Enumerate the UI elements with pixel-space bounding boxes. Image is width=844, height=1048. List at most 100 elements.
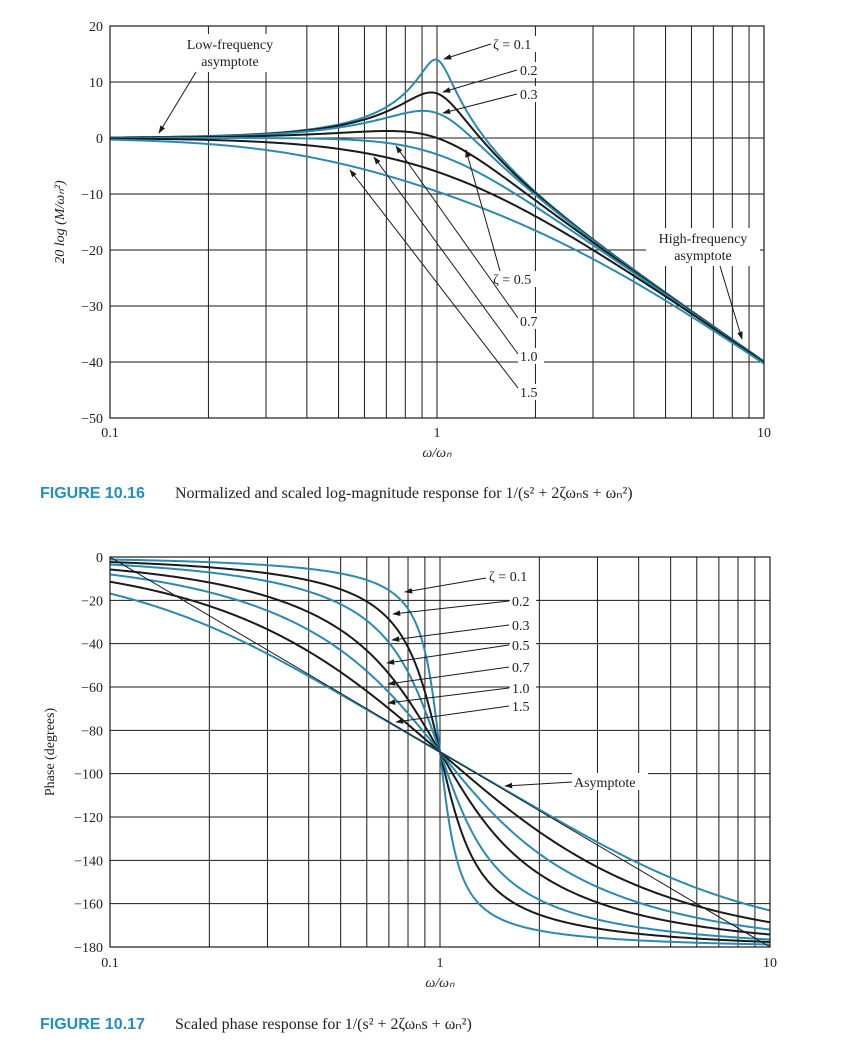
p-label-bg-01 bbox=[487, 568, 537, 584]
magnitude-leader-zeta-1.0 bbox=[373, 156, 519, 355]
magnitude-grid bbox=[109, 25, 765, 419]
figure-10-16-label: FIGURE 10.16 bbox=[40, 485, 145, 502]
phase-asymptote-label-bg bbox=[572, 773, 648, 790]
m-label-bg-01 bbox=[492, 36, 544, 52]
phase-series-label-zeta-0.1: ζ = 0.1 bbox=[489, 570, 527, 585]
y-tick-label: 20 bbox=[89, 20, 103, 35]
y-tick-label: 10 bbox=[89, 76, 103, 91]
magnitude-curves bbox=[109, 58, 765, 365]
phase-plot-frame bbox=[109, 556, 771, 948]
magnitude-leader-zeta-0.5 bbox=[465, 149, 501, 272]
p-label-bg-15 bbox=[510, 698, 536, 714]
magnitude-curve-zeta-0.7 bbox=[110, 136, 765, 363]
high-asymptote-label-line1: High-frequency bbox=[659, 232, 748, 247]
phase-x-axis-label: ω/ωₙ bbox=[425, 976, 455, 991]
p-label-bg-07 bbox=[510, 659, 536, 675]
y-tick-label: −30 bbox=[81, 300, 103, 315]
m-label-bg-03 bbox=[518, 86, 544, 102]
high-asymptote-leader bbox=[719, 265, 743, 340]
x-tick-label: 1 bbox=[437, 956, 444, 971]
magnitude-series-label-zeta-1.0: 1.0 bbox=[520, 350, 538, 365]
y-tick-label: −140 bbox=[74, 854, 103, 869]
phase-series-label-zeta-0.2: 0.2 bbox=[512, 595, 530, 610]
y-tick-label: −40 bbox=[81, 638, 103, 653]
y-tick-label: −20 bbox=[81, 594, 103, 609]
x-tick-label: 10 bbox=[757, 426, 771, 441]
figure-10-16-caption: Normalized and scaled log-magnitude resp… bbox=[175, 485, 633, 502]
phase-leader-zeta-0.1 bbox=[404, 577, 487, 594]
phase-chart: 0 −20 −40 −60 −80 −100 −120 −140 −160 −180 0.1 1 10… bbox=[40, 551, 777, 1033]
phase-curves bbox=[109, 556, 771, 948]
magnitude-leader-zeta-1.5 bbox=[349, 169, 519, 389]
magnitude-y-ticks: 20 10 0 −10 −20 −30 −40 −50 bbox=[81, 20, 103, 427]
magnitude-plot-frame bbox=[109, 25, 765, 419]
magnitude-series-label-zeta-0.2: 0.2 bbox=[520, 64, 538, 79]
magnitude-y-axis-label: 20 log (M/ωₙ²) bbox=[53, 180, 68, 264]
y-tick-label: −50 bbox=[81, 412, 103, 427]
magnitude-series-label-zeta-1.5: 1.5 bbox=[520, 386, 538, 401]
phase-leader-zeta-0.5 bbox=[386, 644, 510, 665]
phase-asymptote-line bbox=[109, 556, 771, 948]
p-label-bg-02 bbox=[510, 593, 536, 609]
x-tick-label: 0.1 bbox=[101, 956, 119, 971]
p-label-bg-10 bbox=[510, 680, 536, 696]
low-asymptote-label-bg bbox=[174, 34, 286, 72]
y-tick-label: −80 bbox=[81, 724, 103, 739]
x-tick-label: 1 bbox=[434, 426, 441, 441]
phase-x-ticks: 0.1 1 10 bbox=[101, 956, 777, 971]
phase-leader-zeta-1.5 bbox=[395, 705, 510, 724]
p-label-bg-03 bbox=[510, 617, 536, 633]
phase-leader-zeta-0.3 bbox=[391, 624, 510, 642]
y-tick-label: −180 bbox=[74, 941, 103, 956]
high-asymptote-label-line2: asymptote bbox=[674, 249, 732, 264]
magnitude-curve-zeta-1.5 bbox=[109, 138, 765, 365]
phase-leader-zeta-0.7 bbox=[387, 666, 510, 686]
y-tick-label: −100 bbox=[74, 768, 103, 783]
m-label-bg-05 bbox=[492, 271, 544, 287]
magnitude-leader-zeta-0.2 bbox=[442, 69, 518, 93]
x-tick-label: 0.1 bbox=[101, 426, 119, 441]
magnitude-leader-zeta-0.1 bbox=[443, 43, 492, 60]
m-label-bg-15 bbox=[518, 384, 544, 400]
y-tick-label: 0 bbox=[96, 551, 103, 566]
phase-y-axis-label: Phase (degrees) bbox=[43, 708, 58, 797]
low-asymptote-label-line2: asymptote bbox=[201, 55, 259, 70]
m-label-bg-07 bbox=[518, 313, 544, 329]
high-asymptote-label-bg bbox=[646, 228, 760, 266]
y-tick-label: −120 bbox=[74, 811, 103, 826]
y-tick-label: −60 bbox=[81, 681, 103, 696]
y-tick-label: 0 bbox=[96, 132, 103, 147]
magnitude-curve-zeta-1 bbox=[109, 137, 765, 364]
magnitude-series-label-zeta-0.3: 0.3 bbox=[520, 88, 538, 103]
y-tick-label: −20 bbox=[81, 244, 103, 259]
magnitude-x-axis-label: ω/ωₙ bbox=[422, 446, 452, 461]
y-tick-label: −160 bbox=[74, 898, 103, 913]
phase-series-label-zeta-1.0: 1.0 bbox=[512, 682, 530, 697]
phase-y-ticks: 0 −20 −40 −60 −80 −100 −120 −140 −160 −180 bbox=[74, 551, 103, 956]
low-asymptote-label-line1: Low-frequency bbox=[187, 38, 273, 53]
phase-series-label-zeta-0.3: 0.3 bbox=[512, 619, 530, 634]
magnitude-series-label-zeta-0.5: ζ = 0.5 bbox=[493, 273, 531, 288]
magnitude-series-label-zeta-0.1: ζ = 0.1 bbox=[493, 38, 531, 53]
y-tick-label: −40 bbox=[81, 356, 103, 371]
figure-10-17-caption: Scaled phase response for 1/(s² + 2ζωₙs … bbox=[175, 1016, 472, 1033]
low-asymptote-leader bbox=[158, 71, 197, 134]
phase-leader-zeta-1.0 bbox=[387, 687, 510, 705]
magnitude-series-label-zeta-0.7: 0.7 bbox=[520, 315, 538, 330]
m-label-bg-02 bbox=[518, 62, 544, 78]
phase-series-label-zeta-1.5: 1.5 bbox=[512, 700, 530, 715]
phase-asymptote-label: Asymptote bbox=[574, 776, 635, 791]
phase-asymptote-leader bbox=[504, 781, 573, 789]
phase-leader-zeta-0.2 bbox=[392, 600, 510, 616]
magnitude-chart: 20 10 0 −10 −20 −30 −40 −50 0.1 1 10 ω/ωₙ 20 log … bbox=[40, 20, 771, 502]
p-label-bg-05 bbox=[510, 637, 536, 653]
x-tick-label: 10 bbox=[763, 956, 777, 971]
magnitude-x-ticks: 0.1 1 10 bbox=[101, 426, 771, 441]
phase-series-label-zeta-0.5: 0.5 bbox=[512, 639, 530, 654]
magnitude-leader-zeta-0.7 bbox=[395, 145, 519, 319]
phase-series-label-zeta-0.7: 0.7 bbox=[512, 661, 530, 676]
magnitude-leader-zeta-0.3 bbox=[442, 93, 518, 114]
y-tick-label: −10 bbox=[81, 188, 103, 203]
figure-10-17-label: FIGURE 10.17 bbox=[40, 1016, 145, 1033]
